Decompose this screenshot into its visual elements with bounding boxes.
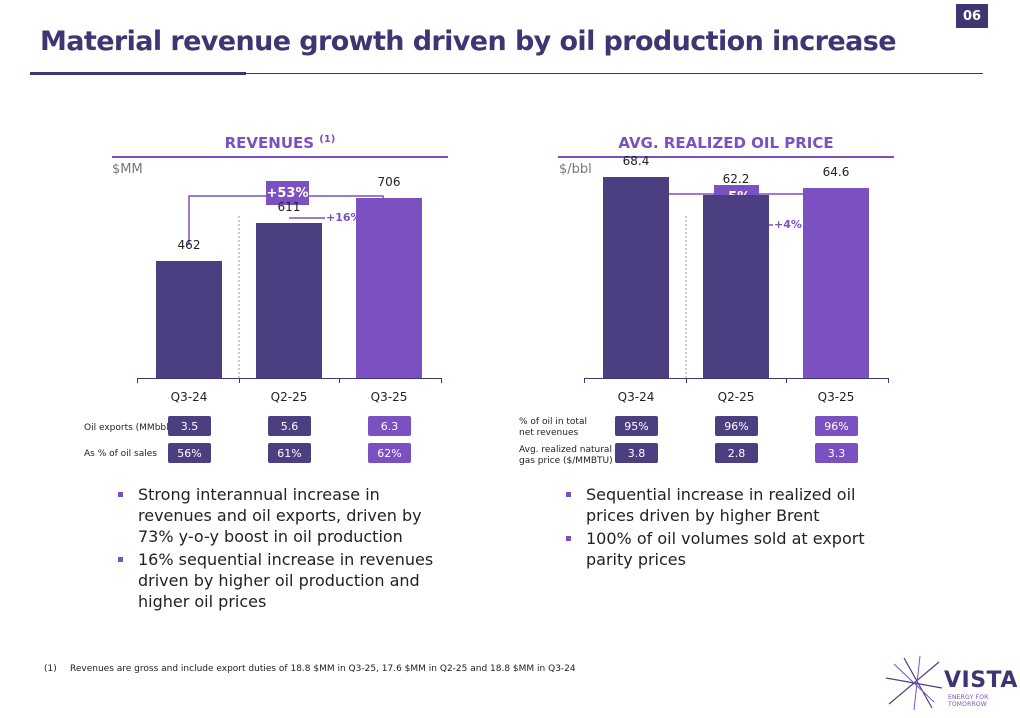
price-axis-tick xyxy=(686,378,687,383)
price-table-value: 96% xyxy=(815,416,858,436)
revenues-bar-q3-25 xyxy=(356,198,422,378)
revenues-bullets: Strong interannual increase in revenues … xyxy=(112,484,457,614)
logo-tagline: ENERGY FOR TOMORROW xyxy=(948,694,989,708)
oil-price-title-rule xyxy=(558,156,894,158)
oil-share-label: % of oil in total net revenues xyxy=(519,417,587,438)
price-axis-tick xyxy=(584,378,585,383)
revenues-category-label: Q2-25 xyxy=(270,390,308,404)
gas-price-label: Avg. realized natural gas price ($/MMBTU) xyxy=(519,445,613,466)
page-number: 06 xyxy=(956,4,988,28)
revenues-title-rule xyxy=(112,156,448,158)
price-value-label: 62.2 xyxy=(722,172,750,187)
revenues-axis-tick xyxy=(441,378,442,383)
vista-star-logo-icon xyxy=(885,655,943,710)
price-bar-q3-25 xyxy=(803,188,869,378)
page-title: Material revenue growth driven by oil pr… xyxy=(40,26,897,57)
revenues-table-value: 3.5 xyxy=(168,416,211,436)
price-bar-q2-25 xyxy=(703,195,769,378)
price-table-value: 3.3 xyxy=(815,443,858,463)
oil-sales-pct-label: As % of oil sales xyxy=(84,449,157,459)
price-category-label: Q3-25 xyxy=(817,390,855,404)
oil-price-title: AVG. REALIZED OIL PRICE xyxy=(618,134,834,152)
footnote: (1) Revenues are gross and include export… xyxy=(44,664,576,674)
revenues-axis-tick xyxy=(239,378,240,383)
bullet-item: Sequential increase in realized oil pric… xyxy=(560,484,890,526)
bullet-item: 100% of oil volumes sold at export parit… xyxy=(560,528,890,570)
price-qoq-label: +4% xyxy=(773,218,803,231)
price-bullets: Sequential increase in realized oil pric… xyxy=(560,484,890,572)
price-axis-tick xyxy=(786,378,787,383)
revenues-yoy-badge: +53% xyxy=(266,181,309,205)
revenues-table-value: 56% xyxy=(168,443,211,463)
revenues-unit: $MM xyxy=(112,162,143,177)
oil-price-unit: $/bbl xyxy=(559,162,592,177)
revenues-value-label: 462 xyxy=(177,237,201,252)
revenues-axis-tick xyxy=(339,378,340,383)
revenues-bar-q3-24 xyxy=(156,260,222,378)
price-table-value: 96% xyxy=(715,416,758,436)
revenues-axis-tick xyxy=(137,378,138,383)
price-table-value: 95% xyxy=(615,416,658,436)
price-category-label: Q3-24 xyxy=(617,390,655,404)
price-x-axis xyxy=(584,378,888,379)
revenues-table-value: 61% xyxy=(268,443,311,463)
price-value-label: 64.6 xyxy=(822,165,850,180)
logo-wordmark: VISTA xyxy=(944,668,1018,693)
revenues-qoq-label: +16% xyxy=(325,211,363,224)
revenues-table-value: 6.3 xyxy=(368,416,411,436)
revenues-bar-q2-25 xyxy=(256,222,322,378)
revenues-category-label: Q3-24 xyxy=(170,390,208,404)
price-table-value: 2.8 xyxy=(715,443,758,463)
revenues-table-value: 62% xyxy=(368,443,411,463)
price-value-label: 68.4 xyxy=(622,154,650,169)
bullet-item: 16% sequential increase in revenues driv… xyxy=(112,549,457,612)
revenues-value-label: 706 xyxy=(377,175,401,190)
revenues-x-axis xyxy=(137,378,441,379)
oil-exports-label: Oil exports (MMbbl) xyxy=(84,423,173,433)
price-axis-tick xyxy=(888,378,889,383)
price-bar-q3-24 xyxy=(603,177,669,378)
price-category-label: Q2-25 xyxy=(717,390,755,404)
bullet-item: Strong interannual increase in revenues … xyxy=(112,484,457,547)
header-divider xyxy=(30,73,983,74)
revenues-table-value: 5.6 xyxy=(268,416,311,436)
revenues-value-label: 611 xyxy=(277,199,301,214)
revenues-category-label: Q3-25 xyxy=(370,390,408,404)
header-accent xyxy=(30,72,246,75)
price-table-value: 3.8 xyxy=(615,443,658,463)
revenues-title: REVENUES (1) xyxy=(224,134,336,152)
